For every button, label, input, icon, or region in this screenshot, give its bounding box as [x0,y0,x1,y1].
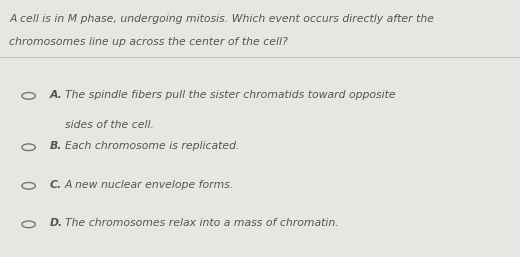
Text: B.: B. [49,141,62,151]
Text: Each chromosome is replicated.: Each chromosome is replicated. [65,141,240,151]
Text: D.: D. [49,218,62,228]
Text: The chromosomes relax into a mass of chromatin.: The chromosomes relax into a mass of chr… [65,218,339,228]
Text: C.: C. [49,180,61,190]
Text: sides of the cell.: sides of the cell. [65,120,154,130]
Text: A new nuclear envelope forms.: A new nuclear envelope forms. [65,180,235,190]
Text: A cell is in M phase, undergoing mitosis. Which event occurs directly after the: A cell is in M phase, undergoing mitosis… [9,14,434,24]
Text: The spindle fibers pull the sister chromatids toward opposite: The spindle fibers pull the sister chrom… [65,90,396,100]
Text: A.: A. [49,90,62,100]
Text: chromosomes line up across the center of the cell?: chromosomes line up across the center of… [9,37,288,47]
